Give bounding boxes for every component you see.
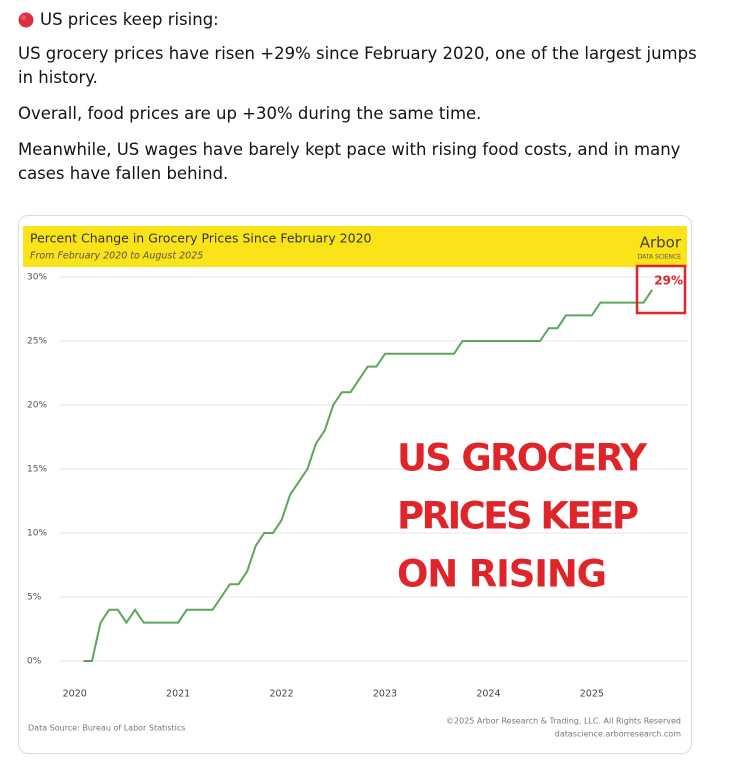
source: Data Source: Bureau of Labor Statistics bbox=[28, 724, 185, 733]
y-tick-label: 5% bbox=[27, 593, 42, 603]
title-banner bbox=[23, 226, 687, 267]
copyright: ©2025 Arbor Research & Trading, LLC. All… bbox=[446, 717, 681, 726]
y-tick-label: 10% bbox=[27, 529, 47, 539]
y-tick-label: 30% bbox=[27, 273, 47, 283]
logo: Arbor bbox=[640, 234, 682, 252]
x-tick-label: 2022 bbox=[269, 689, 293, 700]
y-tick-label: 25% bbox=[27, 337, 47, 347]
image-card[interactable]: Percent Change in Grocery Prices Since F… bbox=[18, 215, 692, 754]
paragraph: Meanwhile, US wages have barely kept pac… bbox=[18, 140, 681, 183]
x-tick-label: 2024 bbox=[476, 689, 500, 700]
post-heading: US prices keep rising: bbox=[18, 8, 718, 32]
x-tick-label: 2025 bbox=[580, 689, 604, 700]
y-tick-label: 15% bbox=[27, 465, 47, 475]
chart: Percent Change in Grocery Prices Since F… bbox=[23, 226, 687, 739]
y-tick-label: 0% bbox=[27, 657, 42, 667]
chart-subtitle: From February 2020 to August 2025 bbox=[30, 251, 203, 262]
url: datascience.arborresearch.com bbox=[555, 730, 681, 739]
x-tick-label: 2021 bbox=[166, 689, 190, 700]
paragraph: Overall, food prices are up +30% during … bbox=[18, 104, 482, 123]
chart-title: Percent Change in Grocery Prices Since F… bbox=[30, 231, 372, 246]
paragraph: US grocery prices have risen +29% since … bbox=[18, 44, 697, 87]
heading-text: US prices keep rising: bbox=[40, 10, 219, 29]
data-line bbox=[83, 289, 653, 662]
y-tick-label: 20% bbox=[27, 401, 47, 411]
x-tick-label: 2020 bbox=[63, 689, 87, 700]
annotation: ON RISING bbox=[397, 553, 607, 596]
highlight-box bbox=[635, 264, 687, 315]
annotation: PRICES KEEP bbox=[397, 495, 639, 538]
x-tick-label: 2023 bbox=[373, 689, 397, 700]
annotation: US GROCERY bbox=[397, 437, 648, 480]
end-label: 29% bbox=[654, 274, 683, 288]
red-circle-icon bbox=[18, 12, 34, 28]
logo-tagline: DATA SCIENCE bbox=[638, 254, 682, 261]
post: US prices keep rising: US grocery prices… bbox=[18, 8, 718, 198]
